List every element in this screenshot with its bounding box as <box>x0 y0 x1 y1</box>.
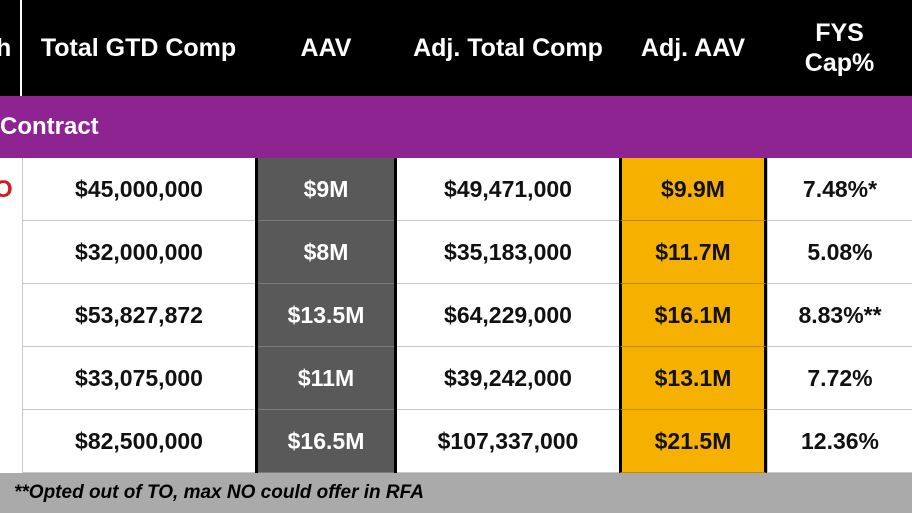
cell-fys-cap: 12.36% <box>767 410 912 473</box>
cell-adj-total-comp: $107,337,000 <box>397 410 619 473</box>
cell-aav: $8M <box>255 221 397 284</box>
table-header: h Total GTD Comp AAV Adj. Total Comp Adj… <box>0 0 912 96</box>
cell-total-gtd-comp: $45,000,000 <box>22 158 255 221</box>
cell-fys-cap: 7.72% <box>767 347 912 410</box>
cell-fys-cap: 7.48%* <box>767 158 912 221</box>
table-row: O $45,000,000 $9M $49,471,000 $9.9M 7.48… <box>0 158 912 221</box>
cell-adj-aav: $11.7M <box>619 221 767 284</box>
cell-adj-aav: $13.1M <box>619 347 767 410</box>
cell-fys-cap: 8.83%** <box>767 284 912 347</box>
header-adj-total-comp: Adj. Total Comp <box>413 34 603 62</box>
cell-adj-aav: $16.1M <box>619 284 767 347</box>
cell-aav: $13.5M <box>255 284 397 347</box>
table-row: $53,827,872 $13.5M $64,229,000 $16.1M 8.… <box>0 284 912 347</box>
header-total-gtd-comp: Total GTD Comp <box>40 34 237 62</box>
cell-adj-total-comp: $35,183,000 <box>397 221 619 284</box>
cell-adj-total-comp: $39,242,000 <box>397 347 619 410</box>
header-fys-cap: FYS Cap% <box>804 19 875 77</box>
cell-adj-aav: $21.5M <box>619 410 767 473</box>
header-aav: AAV <box>300 34 352 62</box>
cell-adj-total-comp: $49,471,000 <box>397 158 619 221</box>
aav-column-border-left <box>255 158 258 473</box>
header-divider <box>20 0 22 96</box>
cell-fys-cap: 5.08% <box>767 221 912 284</box>
aav-column-border-right <box>394 158 397 473</box>
cell-total-gtd-comp: $33,075,000 <box>22 347 255 410</box>
table-row: $32,000,000 $8M $35,183,000 $11.7M 5.08% <box>0 221 912 284</box>
cell-adj-aav: $9.9M <box>619 158 767 221</box>
header-cut-column: h <box>0 34 12 62</box>
band-label: Contract <box>0 113 99 140</box>
row-edge-mark: O <box>0 175 13 203</box>
cell-adj-total-comp: $64,229,000 <box>397 284 619 347</box>
cell-aav: $11M <box>255 347 397 410</box>
header-adj-aav: Adj. AAV <box>640 34 746 62</box>
footnote-text: **Opted out of TO, max NO could offer in… <box>14 482 424 503</box>
cell-aav: $16.5M <box>255 410 397 473</box>
table-row: $82,500,000 $16.5M $107,337,000 $21.5M 1… <box>0 410 912 473</box>
table-row: $33,075,000 $11M $39,242,000 $13.1M 7.72… <box>0 347 912 410</box>
cell-aav: $9M <box>255 158 397 221</box>
cell-total-gtd-comp: $82,500,000 <box>22 410 255 473</box>
table-body: O $45,000,000 $9M $49,471,000 $9.9M 7.48… <box>0 158 912 473</box>
cell-total-gtd-comp: $32,000,000 <box>22 221 255 284</box>
cell-total-gtd-comp: $53,827,872 <box>22 284 255 347</box>
footnote-bar: **Opted out of TO, max NO could offer in… <box>0 473 912 513</box>
contract-section-band: Contract <box>0 96 912 158</box>
